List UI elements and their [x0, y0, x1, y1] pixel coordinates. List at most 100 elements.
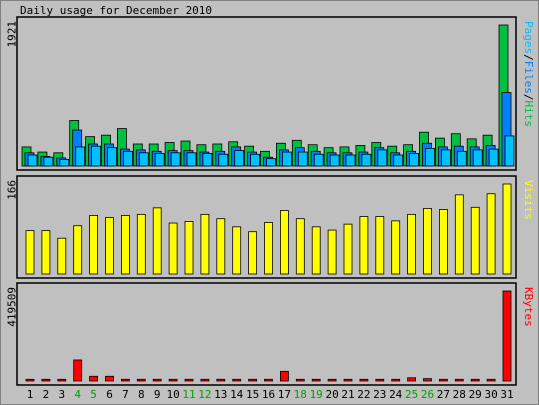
bar-pages-day-29 — [472, 149, 483, 167]
bar-kbytes-day-10 — [168, 378, 178, 382]
y-max-label-visits: 166 — [6, 180, 19, 200]
page-title: Daily usage for December 2010 — [20, 4, 213, 17]
bar-visits-day-7 — [121, 215, 130, 275]
bar-kbytes-day-30 — [486, 378, 496, 382]
x-tick-label-day-12: 12 — [198, 388, 211, 401]
x-tick-label-day-25: 25 — [405, 388, 418, 401]
bar-pages-day-17 — [281, 151, 292, 167]
bar-pages-day-10 — [170, 152, 181, 167]
panel-kbytes — [16, 282, 517, 386]
x-tick-label-day-11: 11 — [182, 388, 195, 401]
legend-item-kbytes-0: KBytes — [523, 287, 536, 327]
bar-kbytes-day-29 — [470, 378, 480, 382]
x-tick-label-day-16: 16 — [262, 388, 275, 401]
x-tick-label-day-31: 31 — [500, 388, 513, 401]
bar-visits-day-21 — [343, 223, 353, 275]
bar-pages-day-20 — [329, 154, 340, 167]
bar-visits-day-10 — [168, 222, 178, 275]
bar-pages-day-25 — [409, 153, 420, 167]
bar-kbytes-day-21 — [343, 378, 353, 382]
x-tick-label-day-18: 18 — [294, 388, 307, 401]
panel-hits-files-pages — [16, 16, 517, 171]
x-tick-label-day-15: 15 — [246, 388, 259, 401]
bar-visits-day-29 — [470, 206, 480, 275]
x-tick-label-day-26: 26 — [421, 388, 434, 401]
bar-visits-day-30 — [486, 193, 496, 275]
bar-kbytes-day-4 — [73, 359, 83, 382]
bar-visits-day-15 — [248, 231, 258, 275]
x-tick-label-day-4: 4 — [74, 388, 81, 401]
bar-pages-day-12 — [202, 153, 213, 167]
bar-pages-day-26 — [425, 147, 435, 167]
bar-kbytes-day-27 — [438, 378, 448, 382]
bar-pages-day-18 — [297, 151, 308, 167]
legend-hits-files-pages: Pages/Files/Hits — [523, 21, 536, 127]
bar-kbytes-day-16 — [264, 378, 273, 382]
x-tick-label-day-5: 5 — [90, 388, 97, 401]
bar-pages-day-3 — [59, 158, 70, 167]
x-tick-label-day-19: 19 — [310, 388, 323, 401]
bar-pages-day-22 — [361, 153, 372, 167]
bar-visits-day-22 — [359, 216, 369, 275]
bar-pages-day-30 — [488, 148, 499, 167]
bar-kbytes-day-23 — [375, 378, 385, 382]
x-tick-label-day-6: 6 — [106, 388, 113, 401]
bar-pages-day-13 — [218, 153, 229, 167]
bar-kbytes-day-24 — [391, 378, 401, 382]
bar-visits-day-3 — [57, 237, 67, 275]
bar-kbytes-day-7 — [121, 378, 130, 382]
x-tick-label-day-23: 23 — [373, 388, 386, 401]
bar-kbytes-day-22 — [359, 378, 369, 382]
bar-visits-day-4 — [73, 225, 83, 275]
x-tick-label-day-13: 13 — [214, 388, 227, 401]
bar-pages-day-2 — [43, 156, 54, 167]
bar-pages-day-14 — [234, 150, 245, 167]
legend-item-hits-files-pages-3: / — [523, 94, 536, 101]
bar-visits-day-8 — [136, 213, 146, 275]
bar-visits-day-31 — [502, 183, 512, 275]
bar-visits-day-27 — [438, 209, 448, 275]
legend-visits: Visits — [523, 180, 536, 220]
x-tick-label-day-20: 20 — [325, 388, 338, 401]
bar-visits-day-2 — [41, 230, 51, 275]
bar-kbytes-day-9 — [152, 378, 162, 382]
bar-visits-day-16 — [264, 222, 273, 275]
x-tick-label-day-2: 2 — [43, 388, 50, 401]
bar-visits-day-23 — [375, 216, 385, 275]
bar-kbytes-day-3 — [57, 378, 67, 382]
bar-visits-day-26 — [423, 207, 432, 275]
bar-kbytes-day-28 — [454, 378, 464, 382]
bar-visits-day-14 — [232, 226, 242, 275]
bar-kbytes-day-18 — [295, 378, 305, 382]
bar-pages-day-28 — [456, 150, 467, 167]
legend-item-hits-files-pages-4: Hits — [523, 101, 536, 128]
bar-kbytes-day-25 — [407, 377, 417, 382]
bar-pages-day-5 — [91, 145, 101, 167]
bar-visits-day-5 — [89, 215, 98, 275]
bar-kbytes-day-13 — [216, 378, 226, 382]
bar-kbytes-day-15 — [248, 378, 258, 382]
bar-kbytes-day-26 — [423, 378, 432, 382]
legend-item-hits-files-pages-1: / — [523, 54, 536, 61]
y-max-label-hits-files-pages: 1921 — [6, 21, 19, 48]
x-tick-label-day-10: 10 — [166, 388, 179, 401]
bar-kbytes-day-31 — [502, 290, 512, 382]
bar-kbytes-day-6 — [105, 375, 114, 382]
bar-visits-day-17 — [279, 210, 289, 275]
bar-kbytes-day-20 — [327, 378, 337, 382]
bar-pages-day-11 — [186, 152, 197, 167]
bar-visits-day-9 — [152, 207, 162, 275]
bar-pages-day-4 — [75, 146, 86, 167]
bar-visits-day-18 — [295, 218, 305, 275]
x-tick-label-day-27: 27 — [437, 388, 450, 401]
bar-visits-day-20 — [327, 229, 337, 275]
bar-kbytes-day-5 — [89, 375, 98, 382]
bar-kbytes-day-17 — [279, 370, 289, 382]
bar-pages-day-15 — [250, 153, 261, 167]
bar-visits-day-12 — [200, 213, 210, 275]
x-tick-label-day-3: 3 — [58, 388, 65, 401]
x-tick-label-day-28: 28 — [453, 388, 466, 401]
bar-visits-day-13 — [216, 218, 226, 275]
bar-pages-day-1 — [27, 154, 38, 167]
legend-item-hits-files-pages-2: Files — [523, 61, 536, 94]
